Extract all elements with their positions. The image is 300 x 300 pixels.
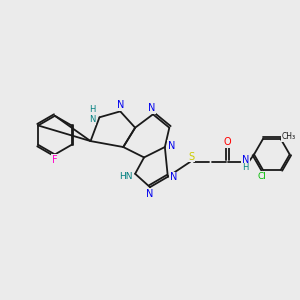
Text: S: S: [188, 152, 195, 161]
Text: H
N: H N: [89, 105, 95, 124]
Text: N: N: [170, 172, 178, 182]
Text: H: H: [242, 163, 249, 172]
Text: N: N: [117, 100, 124, 110]
Text: Cl: Cl: [258, 172, 267, 181]
Text: CH₃: CH₃: [282, 132, 296, 141]
Text: N: N: [146, 189, 154, 199]
Text: O: O: [224, 137, 231, 147]
Text: N: N: [242, 155, 249, 165]
Text: N: N: [168, 140, 175, 151]
Text: F: F: [52, 155, 58, 165]
Text: HN: HN: [119, 172, 132, 181]
Text: N: N: [148, 103, 155, 113]
